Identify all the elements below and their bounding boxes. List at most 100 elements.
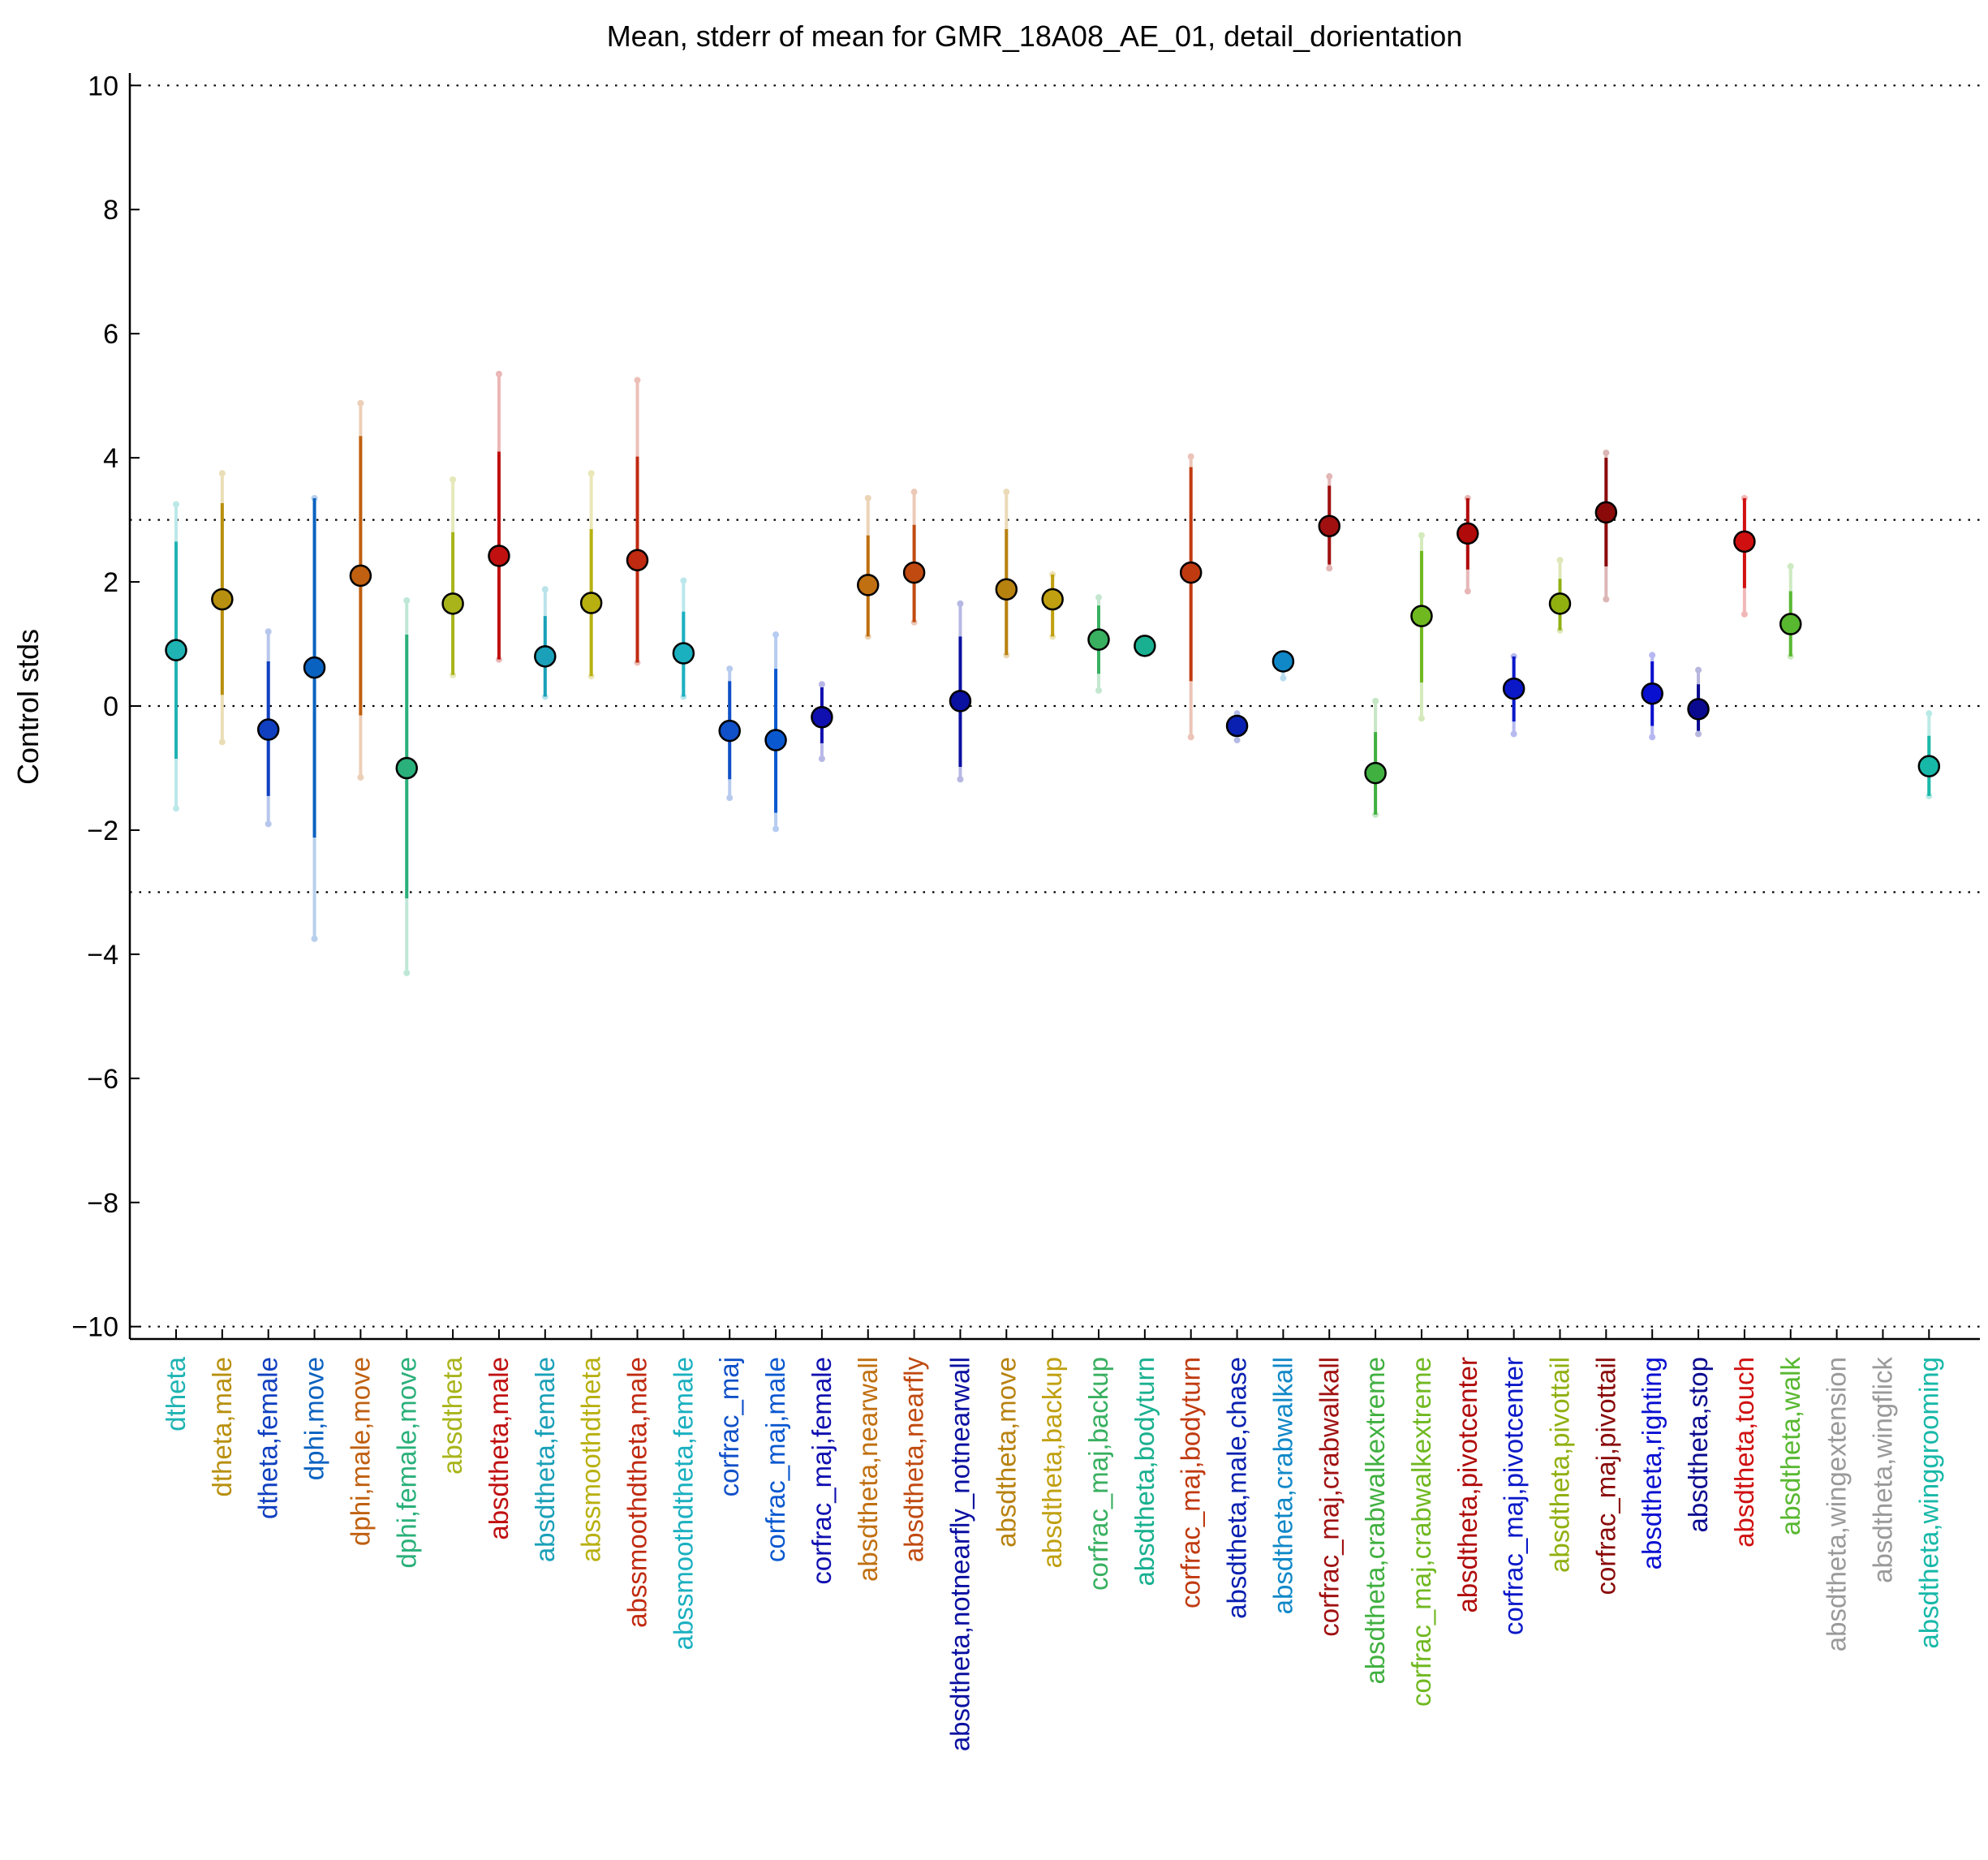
mean-point xyxy=(1687,698,1710,721)
mean-point xyxy=(949,690,972,713)
range-end-marker xyxy=(1187,734,1194,741)
range-end-marker xyxy=(957,776,964,783)
x-tick-label: absdtheta,walk xyxy=(1775,1357,1805,1536)
mean-point xyxy=(1364,761,1387,785)
range-end-marker xyxy=(818,681,825,688)
range-end-marker xyxy=(173,805,179,812)
x-tick-label: absdtheta,male,chase xyxy=(1222,1357,1252,1619)
range-end-marker xyxy=(864,494,871,502)
range-end-marker xyxy=(1326,473,1333,480)
range-end-marker xyxy=(311,935,318,942)
x-tick-label: absdtheta,move xyxy=(991,1357,1021,1548)
x-tick-label: absdtheta,crabwalkall xyxy=(1267,1357,1297,1614)
range-end-marker xyxy=(1326,565,1333,572)
range-end-marker xyxy=(357,773,364,781)
mean-point xyxy=(626,549,649,572)
range-end-marker xyxy=(265,820,272,828)
range-end-marker xyxy=(1649,652,1656,659)
range-end-marker xyxy=(1095,687,1102,694)
range-end-marker xyxy=(1603,450,1610,456)
mean-point xyxy=(395,756,418,780)
range-end-marker xyxy=(1418,532,1425,539)
mean-point xyxy=(1410,605,1433,627)
range-end-marker xyxy=(726,794,734,802)
reference-lines xyxy=(130,84,1980,1328)
y-ticks: −10 −8 −6 −4 −2 0 2 4 6 8 10 xyxy=(71,71,140,1343)
mean-point xyxy=(672,642,695,665)
x-tick-label: corfrac_maj,male xyxy=(760,1357,790,1562)
x-tick-label: corfrac_maj,pivottail xyxy=(1590,1357,1620,1595)
x-tick-label: dphi,male,move xyxy=(345,1357,375,1546)
mean-point xyxy=(1457,522,1479,545)
range-end-marker xyxy=(1187,453,1194,460)
x-tick-label: absdtheta,bodyturn xyxy=(1130,1357,1160,1587)
chart-title: Mean, stderr of mean for GMR_18A08_AE_01… xyxy=(607,19,1463,53)
range-end-marker xyxy=(1003,489,1010,496)
x-tick-label: absdtheta,backup xyxy=(1037,1357,1067,1569)
range-end-marker xyxy=(265,628,272,635)
x-tick-label: absdtheta,female xyxy=(530,1357,560,1562)
range-end-marker xyxy=(495,370,502,377)
x-tick-label: absdtheta,male xyxy=(484,1357,514,1540)
range-end-marker xyxy=(587,470,595,477)
x-tick-label: corfrac_maj,pivotcenter xyxy=(1499,1357,1529,1635)
range-end-marker xyxy=(726,665,734,673)
range-end-marker xyxy=(403,597,411,604)
x-tick-labels: dtheta dtheta,male dtheta,female dphi,move d… xyxy=(161,1356,1943,1751)
mean-point xyxy=(1134,635,1156,657)
x-tick-label: absdtheta,nearwall xyxy=(853,1357,883,1582)
range-end-marker xyxy=(818,756,825,762)
mean-point xyxy=(1318,515,1340,537)
x-tick-label: dtheta xyxy=(161,1356,191,1431)
y-tick-label: 2 xyxy=(103,567,118,598)
mean-point xyxy=(857,574,880,596)
x-tick-label: absdtheta,righting xyxy=(1637,1357,1667,1569)
mean-point xyxy=(1087,628,1110,651)
range-end-marker xyxy=(1418,715,1425,722)
mean-point xyxy=(211,588,234,611)
range-end-marker xyxy=(357,399,364,407)
x-tick-label: absdtheta,winggrooming xyxy=(1913,1357,1943,1649)
range-end-marker xyxy=(1649,734,1656,741)
x-tick-label: absdtheta,wingextension xyxy=(1822,1357,1852,1651)
x-tick-label: absdtheta,crabwalkextreme xyxy=(1360,1357,1390,1685)
x-tick-label: corfrac_maj,bodyturn xyxy=(1176,1357,1206,1608)
x-tick-label: dphi,female,move xyxy=(391,1357,421,1568)
x-tick-label: corfrac_maj,female xyxy=(807,1357,837,1585)
y-tick-label: −2 xyxy=(87,816,118,846)
y-tick-label: 10 xyxy=(88,71,118,101)
mean-point xyxy=(902,561,926,584)
range-end-marker xyxy=(1095,594,1102,601)
y-tick-label: −4 xyxy=(87,940,118,971)
mean-point xyxy=(1502,677,1525,700)
range-end-marker xyxy=(1695,666,1702,674)
y-tick-label: 4 xyxy=(103,443,118,474)
y-axis-label: Control stds xyxy=(11,629,45,785)
mean-point xyxy=(579,592,603,614)
mean-point xyxy=(488,545,510,567)
range-end-marker xyxy=(1926,710,1933,717)
x-tick-label: abssmoothdtheta,male xyxy=(622,1357,652,1628)
range-end-marker xyxy=(218,738,226,746)
y-tick-label: −6 xyxy=(87,1064,118,1095)
y-tick-label: 8 xyxy=(103,195,118,226)
y-tick-label: −8 xyxy=(87,1188,118,1219)
x-tick-label: abssmoothdtheta xyxy=(576,1356,606,1562)
y-tick-label: 0 xyxy=(103,691,118,722)
range-end-marker xyxy=(450,476,457,483)
mean-point xyxy=(1041,588,1064,611)
mean-point xyxy=(811,706,833,729)
data-marks xyxy=(165,370,1941,1339)
mean-point xyxy=(1594,501,1618,524)
range-end-marker xyxy=(634,377,641,384)
x-tick-label: dtheta,female xyxy=(253,1357,283,1519)
mean-point xyxy=(1225,714,1249,738)
mean-point xyxy=(165,639,187,661)
x-tick-label: absdtheta,nearfly xyxy=(899,1357,929,1563)
mean-point xyxy=(1179,561,1203,584)
mean-point xyxy=(764,729,787,751)
range-end-marker xyxy=(1510,730,1517,738)
x-tick-label: corfrac_maj,crabwalkextreme xyxy=(1406,1357,1436,1707)
x-tick-label: absdtheta,wingflick xyxy=(1867,1357,1897,1583)
x-tick-label: dtheta,male xyxy=(207,1357,237,1496)
